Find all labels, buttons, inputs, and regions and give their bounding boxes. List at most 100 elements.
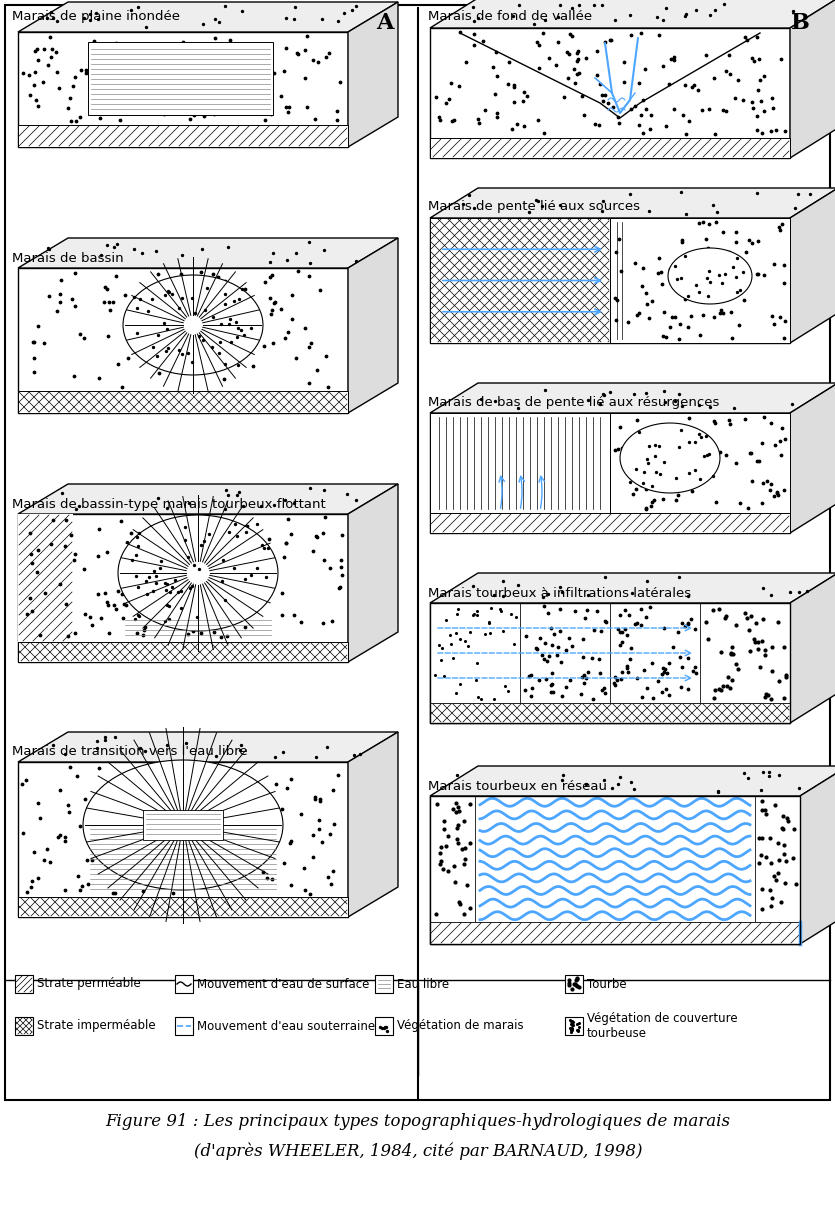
- Point: [227, 330, 240, 350]
- Point: [102, 623, 115, 643]
- Point: [467, 36, 480, 55]
- Point: [555, 686, 569, 706]
- Point: [699, 426, 712, 445]
- Point: [695, 99, 708, 119]
- Point: [716, 222, 730, 242]
- Point: [276, 742, 290, 762]
- Point: [723, 415, 736, 434]
- Point: [608, 672, 621, 692]
- Point: [101, 595, 114, 615]
- Point: [72, 866, 85, 886]
- Point: [378, 1017, 392, 1037]
- Point: [118, 856, 131, 876]
- Point: [727, 399, 741, 418]
- Polygon shape: [175, 1017, 193, 1036]
- Point: [53, 574, 66, 594]
- Point: [306, 50, 320, 70]
- Point: [437, 859, 450, 879]
- Point: [284, 524, 297, 544]
- Point: [536, 588, 549, 607]
- Point: [745, 443, 758, 463]
- Point: [613, 605, 626, 625]
- Point: [623, 605, 636, 625]
- Polygon shape: [430, 513, 790, 533]
- Point: [593, 663, 606, 682]
- Point: [629, 253, 642, 272]
- Point: [158, 104, 171, 124]
- Point: [599, 32, 612, 52]
- Polygon shape: [430, 796, 800, 944]
- Point: [333, 577, 347, 596]
- Point: [19, 771, 33, 790]
- Point: [266, 301, 279, 320]
- Point: [445, 634, 458, 654]
- Point: [176, 777, 190, 796]
- Text: Mouvement d'eau souterraine: Mouvement d'eau souterraine: [197, 1020, 375, 1032]
- Point: [321, 377, 335, 396]
- Point: [50, 43, 63, 63]
- Text: Végétation de marais: Végétation de marais: [397, 1020, 524, 1032]
- Point: [640, 99, 653, 119]
- Point: [203, 351, 216, 371]
- Point: [73, 816, 86, 836]
- Point: [730, 282, 743, 302]
- Point: [551, 32, 564, 52]
- Point: [696, 306, 710, 325]
- Point: [53, 283, 66, 303]
- Point: [313, 789, 326, 809]
- Text: Strate imperméable: Strate imperméable: [37, 1020, 155, 1032]
- Point: [232, 40, 245, 60]
- Point: [353, 745, 367, 764]
- Polygon shape: [610, 602, 700, 703]
- Polygon shape: [375, 975, 393, 993]
- Point: [289, 348, 302, 368]
- Point: [316, 523, 329, 542]
- Point: [574, 685, 588, 704]
- Point: [681, 587, 695, 606]
- Point: [218, 0, 231, 16]
- Point: [475, 688, 488, 708]
- Point: [579, 669, 593, 688]
- Point: [498, 676, 512, 696]
- Point: [548, 625, 561, 644]
- Point: [166, 883, 180, 903]
- Point: [471, 653, 484, 672]
- Point: [648, 434, 661, 454]
- Point: [214, 331, 227, 351]
- Point: [230, 298, 243, 318]
- Point: [208, 10, 221, 29]
- Point: [635, 687, 649, 707]
- Point: [757, 609, 770, 628]
- Point: [151, 488, 164, 508]
- Point: [182, 493, 195, 513]
- Point: [195, 239, 209, 259]
- Point: [590, 601, 604, 621]
- Point: [264, 267, 277, 287]
- Polygon shape: [18, 267, 348, 413]
- Point: [702, 261, 716, 281]
- Point: [217, 369, 230, 389]
- Point: [545, 664, 559, 683]
- Point: [676, 229, 689, 249]
- Point: [298, 67, 311, 87]
- Point: [69, 499, 83, 519]
- Point: [693, 325, 706, 345]
- Point: [755, 828, 768, 848]
- Point: [89, 4, 103, 23]
- Point: [642, 436, 655, 455]
- Point: [731, 659, 745, 679]
- Point: [533, 670, 546, 690]
- Point: [579, 48, 593, 67]
- Point: [235, 279, 249, 298]
- Point: [116, 607, 129, 627]
- Point: [112, 37, 125, 56]
- Point: [291, 261, 305, 281]
- Point: [714, 299, 727, 319]
- Point: [630, 410, 643, 429]
- Point: [215, 314, 228, 334]
- Point: [44, 2, 58, 22]
- Point: [720, 445, 733, 465]
- Point: [558, 87, 571, 107]
- Point: [689, 664, 702, 683]
- Point: [86, 59, 99, 79]
